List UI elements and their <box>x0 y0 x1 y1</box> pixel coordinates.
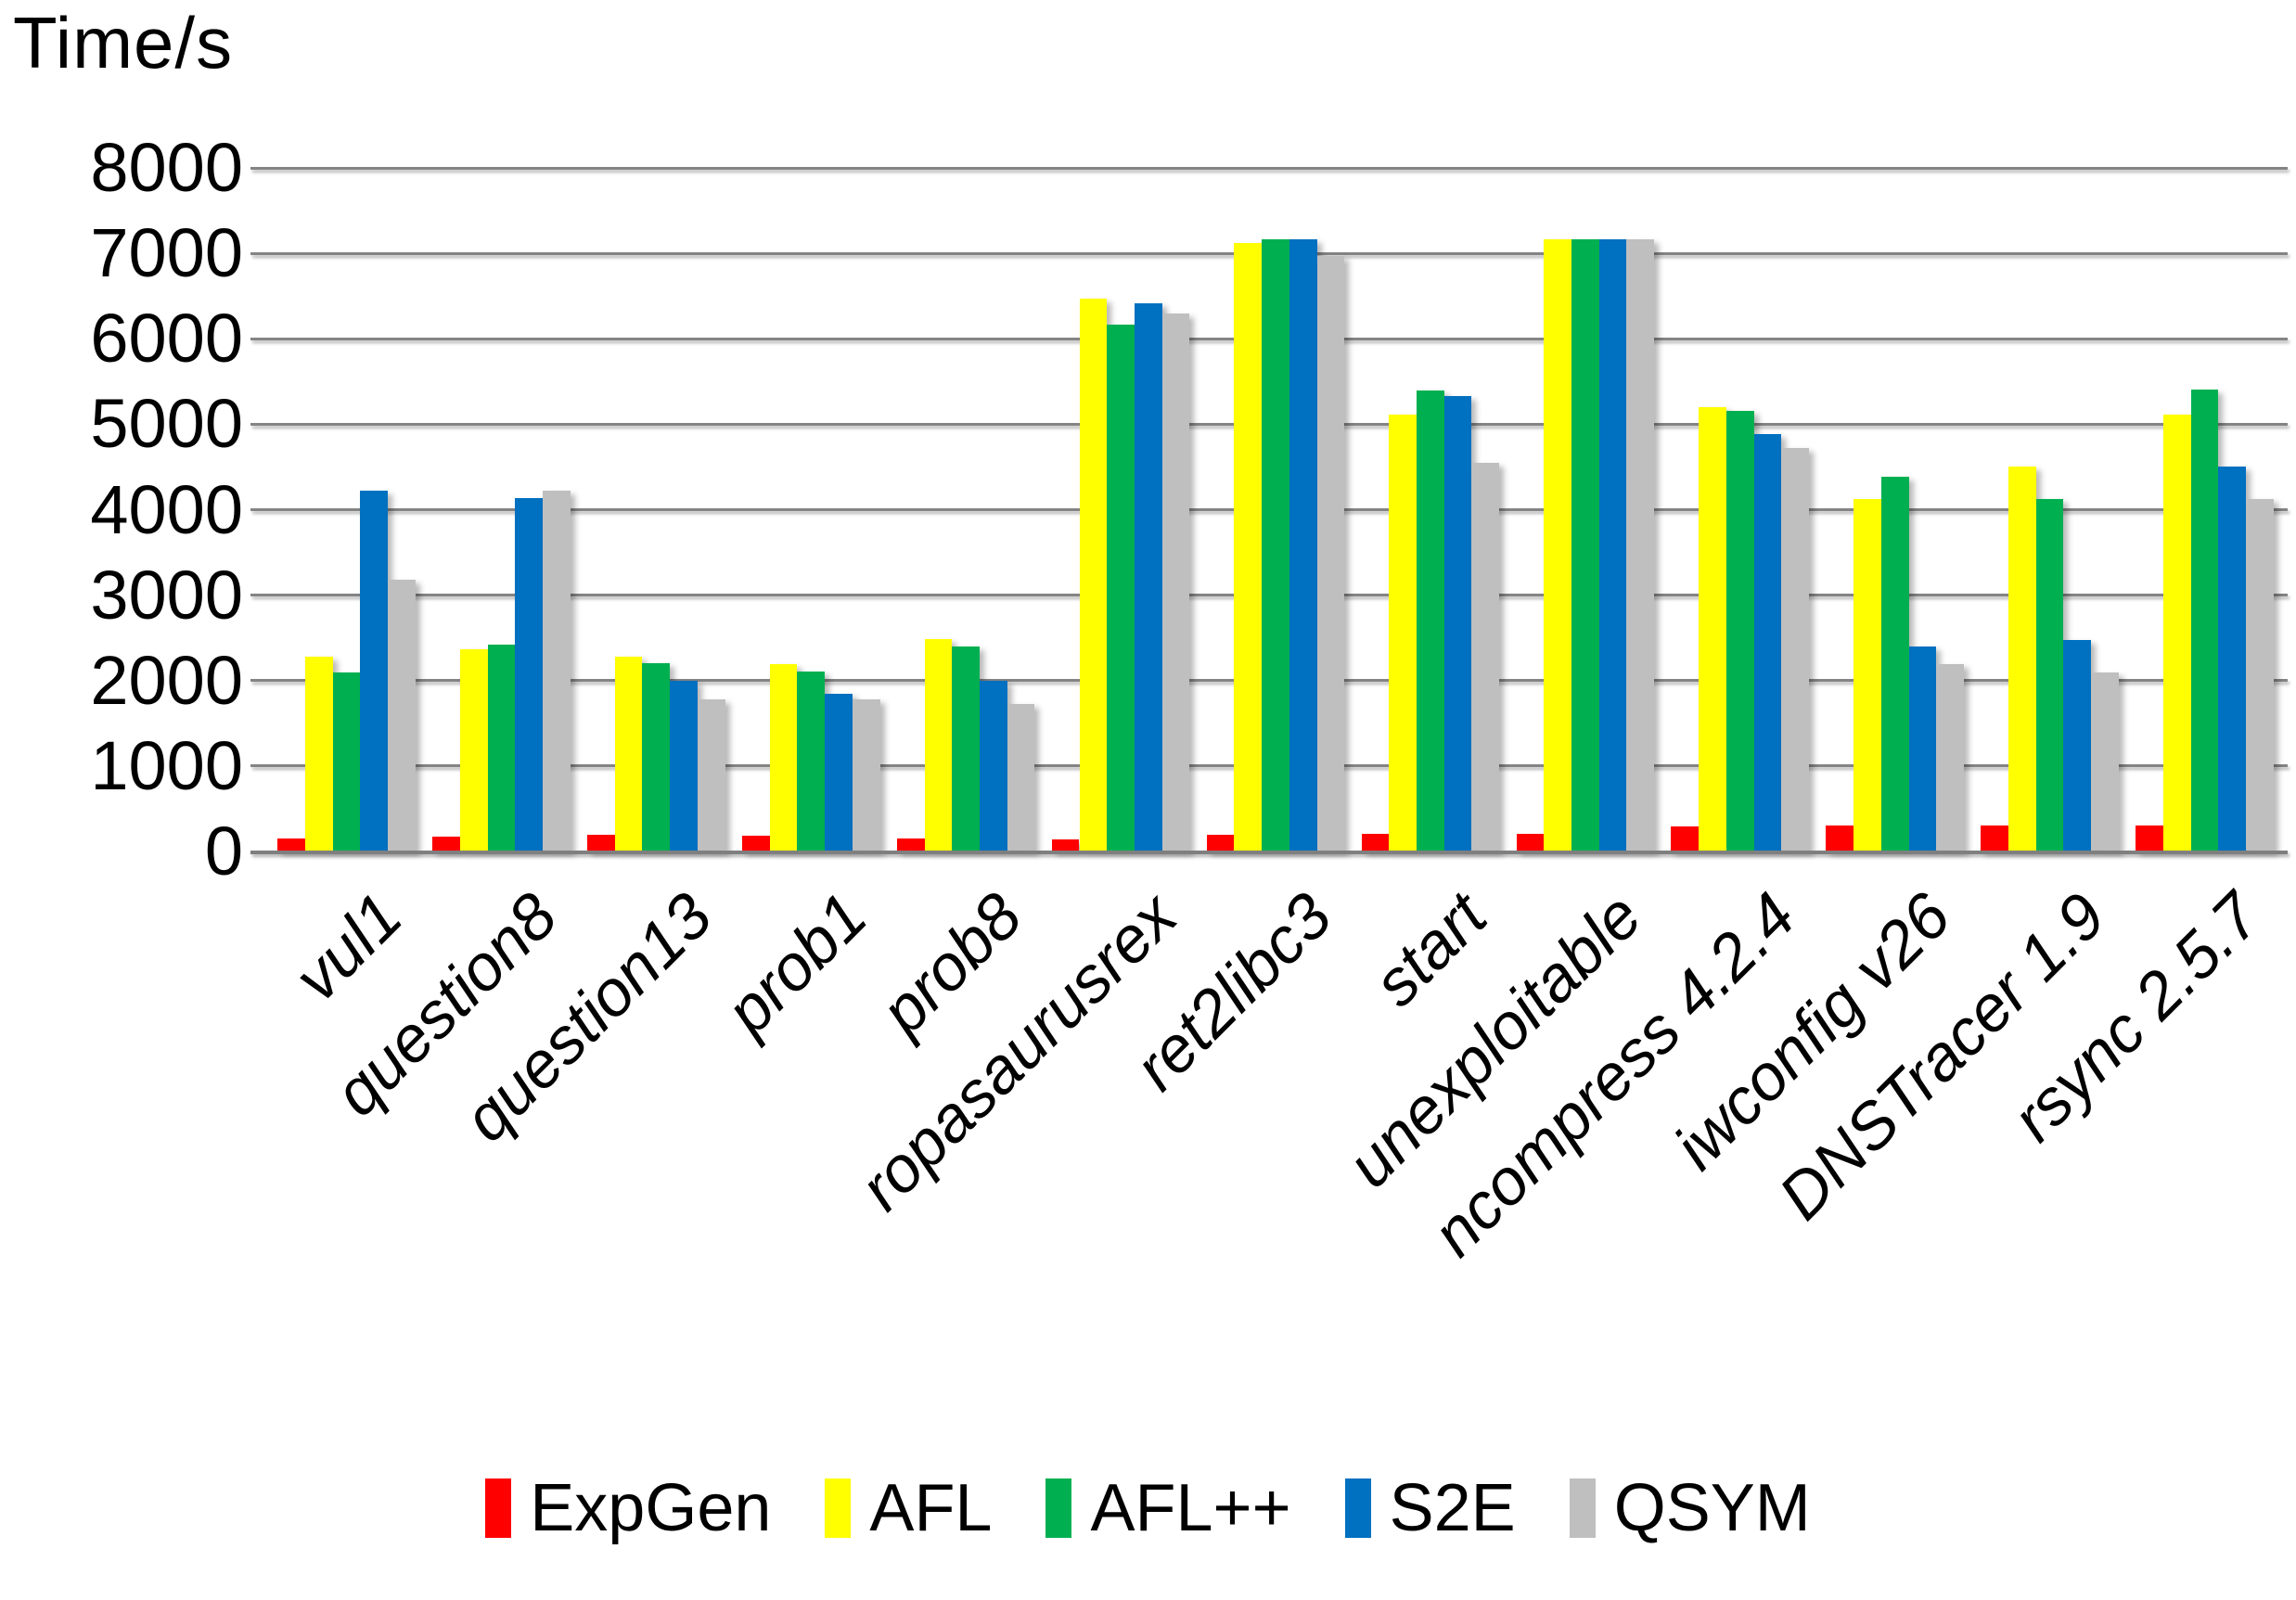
legend-label: QSYM <box>1613 1471 1811 1545</box>
y-tick-label: 7000 <box>90 214 243 292</box>
bar-S2E-question13 <box>670 680 698 851</box>
bar-AFL++-ret2libc3 <box>1262 239 1289 851</box>
legend-label: AFL <box>869 1471 993 1545</box>
legend-item-ExpGen: ExpGen <box>485 1473 771 1543</box>
bar-ExpGen-prob8 <box>896 838 925 851</box>
bar-AFL++-DNSTracer 1.9 <box>2035 499 2064 851</box>
bar-ExpGen-DNSTracer 1.9 <box>1981 826 2009 851</box>
gridline <box>250 166 2288 170</box>
bar-ExpGen-question13 <box>587 834 615 851</box>
y-tick-label: 8000 <box>90 129 243 206</box>
bar-ExpGen-ret2libc3 <box>1206 835 1235 851</box>
bar-S2E-rsync 2.5.7 <box>2218 466 2247 851</box>
bar-AFL++-iwconfig v26 <box>1880 477 1909 851</box>
bar-S2E-question8 <box>515 497 543 851</box>
bar-AFL-iwconfig v26 <box>1853 498 1881 851</box>
y-axis-title: Time/s <box>13 2 234 83</box>
bar-ExpGen-ropasaurusrex <box>1051 839 1080 851</box>
bar-S2E-start <box>1443 395 1472 851</box>
y-tick-label: 4000 <box>90 470 243 548</box>
bar-S2E-ncompress 4.2.4 <box>1753 433 1782 851</box>
bar-AFL-ret2libc3 <box>1234 243 1263 851</box>
bar-QSYM-ncompress 4.2.4 <box>1781 448 1810 851</box>
bar-ExpGen-start <box>1361 833 1390 851</box>
bar-QSYM-unexploitable <box>1626 239 1655 851</box>
bar-AFL++-unexploitable <box>1571 239 1599 851</box>
bar-AFL-prob8 <box>924 638 953 851</box>
bar-S2E-DNSTracer 1.9 <box>2063 639 2092 851</box>
bar-ExpGen-iwconfig v26 <box>1826 826 1854 851</box>
bar-QSYM-iwconfig v26 <box>1936 664 1964 851</box>
bar-ExpGen-rsync 2.5.7 <box>2136 826 2163 851</box>
y-tick-label: 1000 <box>90 726 243 804</box>
bar-AFL++-ropasaurusrex <box>1107 324 1135 851</box>
legend-swatch-AFL++ <box>1045 1478 1072 1538</box>
bar-ExpGen-prob1 <box>741 836 770 851</box>
bar-AFL-unexploitable <box>1544 239 1571 851</box>
legend-swatch-S2E <box>1344 1478 1371 1538</box>
legend-item-S2E: S2E <box>1344 1471 1516 1545</box>
bar-QSYM-DNSTracer 1.9 <box>2091 672 2119 851</box>
bar-QSYM-prob1 <box>852 699 880 851</box>
legend-item-AFL: AFL <box>825 1473 992 1543</box>
legend-label: S2E <box>1389 1471 1516 1545</box>
x-category-label: start <box>1359 878 1500 1020</box>
bar-AFL-start <box>1389 415 1417 851</box>
x-axis-line <box>250 851 2288 854</box>
y-tick-label: 5000 <box>90 385 243 463</box>
bar-AFL++-question8 <box>487 645 516 851</box>
y-tick-label: 2000 <box>90 641 243 719</box>
bar-S2E-iwconfig v26 <box>1908 646 1937 851</box>
y-tick-label: 3000 <box>90 556 243 634</box>
bar-AFL++-rsync 2.5.7 <box>2190 389 2219 851</box>
bar-QSYM-vul1 <box>388 580 416 851</box>
legend: ExpGen AFL AFL++ S2E QSYM <box>0 1473 2296 1543</box>
legend-item-AFL++: AFL++ <box>1045 1471 1291 1545</box>
bar-AFL-question8 <box>459 648 488 851</box>
legend-item-QSYM: QSYM <box>1569 1471 1811 1545</box>
x-category-label: prob1 <box>712 878 880 1048</box>
y-tick-label: 0 <box>204 813 243 890</box>
bar-QSYM-start <box>1471 462 1500 851</box>
legend-swatch-QSYM <box>1569 1478 1596 1538</box>
y-tick-label: 6000 <box>90 300 243 378</box>
bar-QSYM-rsync 2.5.7 <box>2246 499 2274 851</box>
bar-S2E-ret2libc3 <box>1289 239 1317 851</box>
bar-AFL-rsync 2.5.7 <box>2162 415 2191 851</box>
bar-AFL++-question13 <box>642 663 671 851</box>
bar-S2E-prob8 <box>980 680 1007 851</box>
bar-QSYM-ret2libc3 <box>1316 255 1345 851</box>
bar-S2E-ropasaurusrex <box>1134 302 1162 851</box>
legend-label: AFL++ <box>1090 1471 1291 1545</box>
bar-S2E-vul1 <box>360 491 389 851</box>
bar-AFL++-ncompress 4.2.4 <box>1725 410 1754 851</box>
bar-AFL-prob1 <box>769 664 798 851</box>
bar-QSYM-prob8 <box>1007 703 1035 851</box>
bar-AFL-ropasaurusrex <box>1079 298 1108 851</box>
bar-S2E-prob1 <box>825 693 853 851</box>
bar-QSYM-question8 <box>542 491 571 851</box>
bar-ExpGen-unexploitable <box>1516 833 1545 851</box>
bar-AFL-ncompress 4.2.4 <box>1699 406 1726 851</box>
bar-S2E-unexploitable <box>1598 239 1627 851</box>
bar-QSYM-ropasaurusrex <box>1161 313 1190 851</box>
x-category-label: vul1 <box>280 878 417 1015</box>
bar-AFL++-vul1 <box>332 672 361 851</box>
bar-AFL-DNSTracer 1.9 <box>2008 467 2036 851</box>
bar-ExpGen-question8 <box>432 837 460 851</box>
legend-swatch-ExpGen <box>485 1478 512 1538</box>
bar-AFL++-prob8 <box>952 646 980 851</box>
bar-AFL++-start <box>1417 390 1444 851</box>
bar-AFL++-prob1 <box>797 671 826 851</box>
bar-QSYM-question13 <box>697 699 725 851</box>
bar-AFL-question13 <box>614 656 643 851</box>
legend-swatch-AFL <box>825 1478 852 1538</box>
bar-AFL-vul1 <box>304 656 333 851</box>
bar-ExpGen-ncompress 4.2.4 <box>1671 826 1700 851</box>
bar-ExpGen-vul1 <box>277 838 305 851</box>
legend-label: ExpGen <box>530 1471 772 1545</box>
